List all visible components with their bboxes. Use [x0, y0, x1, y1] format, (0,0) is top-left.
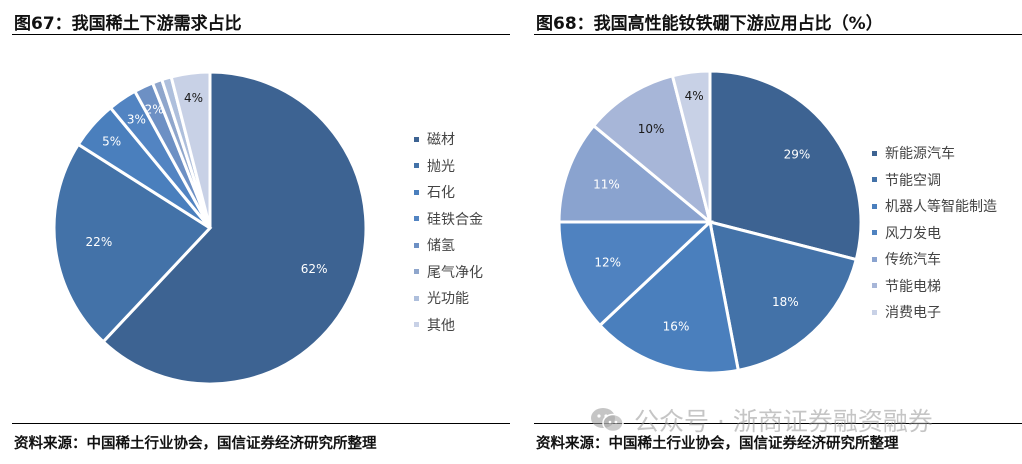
pie-slice: [670, 69, 712, 223]
legend-swatch-icon: [872, 150, 877, 156]
right-title-rule: [534, 34, 1022, 35]
legend-item: 消费电子: [872, 299, 997, 326]
left-pie-chart: 62% 22% 5% 3%2% 4%: [52, 70, 368, 386]
left-legend: 磁材抛光石化硅铁合金储氢尾气净化光功能其他: [414, 126, 483, 338]
pie-slice: [708, 69, 863, 262]
left-source-note: 资料来源：中国稀土行业协会，国信证券经济研究所整理: [14, 436, 377, 452]
right-source-note: 资料来源：中国稀土行业协会，国信证券经济研究所整理: [536, 436, 899, 452]
legend-swatch-icon: [414, 295, 419, 301]
right-legend: 新能源汽车节能空调机器人等智能制造 风力发电传统汽车节能电梯消费电子: [872, 140, 997, 326]
legend-label: 机器人等智能制造: [885, 199, 997, 216]
legend-label: 传统汽车: [885, 252, 941, 269]
legend-label: 抛光: [427, 158, 455, 175]
pie-slice: [52, 142, 213, 344]
legend-swatch-icon: [872, 230, 877, 236]
legend-swatch-icon: [872, 309, 877, 315]
slice-data-label: 11%: [593, 178, 620, 192]
legend-label: 节能空调: [885, 172, 941, 189]
slice-data-label: 29%: [784, 148, 811, 162]
legend-item: 抛光: [414, 153, 483, 180]
wechat-icon: [590, 407, 624, 433]
legend-item: 风力发电: [872, 220, 997, 247]
legend-item: 新能源汽车: [872, 140, 997, 167]
slice-data-label: 18%: [772, 295, 799, 309]
left-title-rule: [12, 34, 510, 35]
legend-label: 硅铁合金: [427, 211, 483, 228]
legend-swatch-icon: [872, 203, 877, 209]
legend-swatch-icon: [414, 163, 419, 169]
left-source-rule: [12, 423, 510, 424]
legend-label: 储氢: [427, 238, 455, 255]
legend-item: 机器人等智能制造: [872, 193, 997, 220]
legend-item: 节能空调: [872, 167, 997, 194]
legend-swatch-icon: [872, 256, 877, 262]
right-figure-title: 图68：我国高性能钕铁硼下游应用占比（%）: [536, 14, 883, 34]
legend-label: 节能电梯: [885, 278, 941, 295]
legend-label: 消费电子: [885, 305, 941, 322]
slice-data-label: 2%: [145, 102, 164, 116]
legend-swatch-icon: [414, 216, 419, 222]
legend-swatch-icon: [414, 269, 419, 275]
pie-slice: [101, 70, 368, 386]
right-pie-chart: 29% 18% 16% 12% 11% 10% 4%: [557, 69, 863, 375]
legend-label: 光功能: [427, 291, 469, 308]
slice-data-label: 3%: [127, 113, 146, 127]
slice-data-label: 16%: [663, 320, 690, 334]
slice-data-label: 12%: [594, 255, 621, 269]
legend-swatch-icon: [414, 189, 419, 195]
left-figure-panel: 图67：我国稀土下游需求占比 62% 22% 5% 3% 2% 4% 磁材抛光石化硅铁合金…: [12, 0, 510, 464]
right-source-rule: [534, 423, 1022, 424]
slice-data-label: 10%: [638, 122, 665, 136]
legend-swatch-icon: [872, 283, 877, 289]
legend-item: 磁材: [414, 126, 483, 153]
left-figure-title: 图67：我国稀土下游需求占比: [14, 14, 242, 34]
legend-swatch-icon: [414, 136, 419, 142]
slice-data-label: 4%: [184, 91, 203, 105]
legend-item: 尾气净化: [414, 259, 483, 286]
legend-item: 石化: [414, 179, 483, 206]
legend-item: 硅铁合金: [414, 206, 483, 233]
right-figure-panel: 图68：我国高性能钕铁硼下游应用占比（%） 29% 18% 16% 12% 11% 10%…: [534, 0, 1022, 464]
pie-slice: [169, 70, 212, 229]
legend-label: 其他: [427, 317, 455, 334]
pie-slice: [557, 220, 714, 328]
legend-swatch-icon: [414, 322, 419, 328]
watermark-text: 公众号 · 浙商证券融资融券: [634, 407, 933, 436]
legend-item: 传统汽车: [872, 246, 997, 273]
pie-slice: [708, 219, 859, 373]
legend-label: 风力发电: [885, 225, 941, 242]
legend-item: 光功能: [414, 285, 483, 312]
slice-data-label: 4%: [685, 89, 704, 103]
legend-label: 尾气净化: [427, 264, 483, 281]
legend-swatch-icon: [872, 177, 877, 183]
legend-item: 储氢: [414, 232, 483, 259]
slice-data-label: 22%: [86, 235, 113, 249]
slice-data-label: 5%: [102, 134, 121, 148]
legend-swatch-icon: [414, 242, 419, 248]
legend-item: 节能电梯: [872, 273, 997, 300]
watermark: 公众号 · 浙商证券融资融券: [590, 402, 933, 438]
pie-slice: [557, 123, 715, 224]
legend-label: 新能源汽车: [885, 146, 955, 163]
legend-label: 磁材: [427, 132, 455, 149]
legend-label: 石化: [427, 185, 455, 202]
pie-slice: [597, 219, 741, 375]
legend-item: 其他: [414, 312, 483, 339]
slice-data-label: 62%: [301, 262, 328, 276]
